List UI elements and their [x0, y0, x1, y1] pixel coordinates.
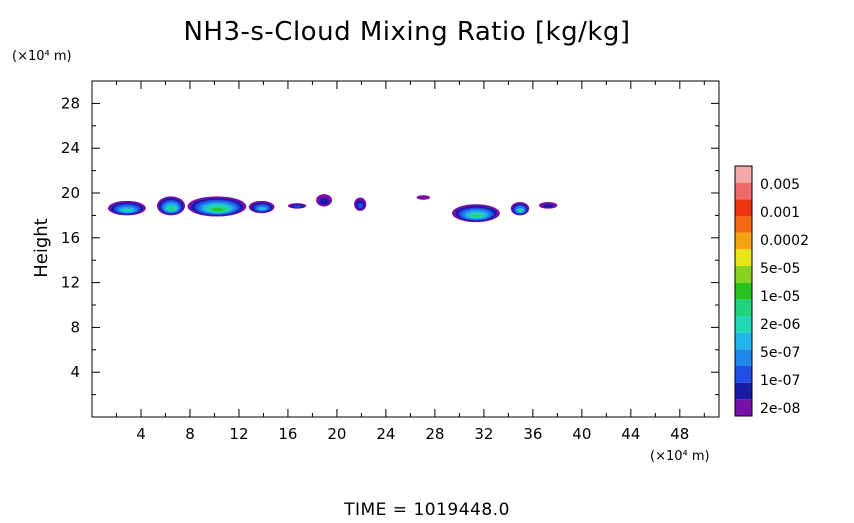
y-tick-label: 12 [61, 274, 80, 292]
cloud-blob [107, 200, 146, 216]
y-axis: 4 8 12 16 20 24 28 [61, 94, 719, 396]
cloud-blob [510, 201, 530, 216]
chart-title: NH3-s-Cloud Mixing Ratio [kg/kg] [183, 17, 630, 47]
colorbar-swatch [735, 166, 752, 183]
x-tick-label: 36 [523, 425, 542, 443]
cloud-blob [248, 200, 275, 214]
plot-frame [91, 80, 720, 418]
y-axis-unit: (×10⁴ m) [12, 49, 72, 64]
colorbar-swatch [735, 332, 752, 350]
cloud-blob [452, 204, 500, 223]
colorbar-swatch [735, 399, 752, 416]
y-tick-label: 16 [61, 229, 80, 247]
y-tick-label: 28 [61, 94, 80, 112]
cloud-level-0 [416, 195, 430, 200]
x-tick-label: 40 [572, 425, 591, 443]
x-tick-label: 28 [425, 425, 444, 443]
colorbar-frame [734, 165, 753, 417]
y-tick-label: 20 [61, 184, 80, 202]
cloud-blob [156, 196, 186, 216]
x-tick-label: 8 [185, 425, 195, 443]
cloud-level-1 [542, 204, 555, 208]
x-tick-label: 24 [376, 425, 395, 443]
x-tick-label: 32 [474, 425, 493, 443]
cloud-level-6 [168, 207, 175, 211]
colorbar-label: 2e-08 [760, 401, 800, 417]
colorbar-swatch [735, 182, 752, 200]
cloud-blob [187, 196, 247, 217]
cloud-blob [316, 194, 333, 207]
x-tick-label: 16 [278, 425, 297, 443]
colorbar-swatch [735, 216, 752, 233]
cloud-level-5 [518, 209, 523, 212]
cloud-level-6 [471, 214, 482, 218]
cloud-blob [538, 201, 558, 209]
colorbar-swatch [735, 199, 752, 216]
cloud-blob [416, 195, 430, 200]
colorbar-label: 1e-07 [760, 373, 800, 389]
colorbar-label: 0.005 [760, 177, 800, 193]
colorbar-label: 5e-05 [760, 261, 800, 277]
colorbar-swatch [735, 232, 752, 250]
cloud-level-1 [319, 197, 330, 205]
colorbar-label: 0.001 [760, 205, 800, 221]
cloud-field [107, 194, 558, 223]
cloud-level-5 [123, 208, 133, 212]
colorbar-swatch [735, 282, 752, 300]
cloud-level-2 [293, 205, 302, 208]
colorbar-swatch [735, 249, 752, 266]
colorbar-swatch [735, 366, 752, 383]
colorbar-label: 0.0002 [760, 233, 809, 249]
x-tick-label: 12 [229, 425, 248, 443]
x-tick-label: 44 [621, 425, 640, 443]
colorbar-swatch [735, 316, 752, 333]
x-tick-label: 4 [136, 425, 146, 443]
colorbar: 2e-08 1e-07 5e-07 2e-06 1e-05 5e-05 0.0002 0.00… [734, 165, 809, 417]
x-tick-label: 48 [670, 425, 689, 443]
colorbar-swatch [735, 299, 752, 316]
cloud-level-2 [357, 203, 364, 209]
colorbar-label: 5e-07 [760, 345, 800, 361]
y-tick-label: 4 [70, 363, 80, 381]
colorbar-swatch [735, 349, 752, 366]
cloud-blob [287, 203, 307, 209]
colorbar-swatch [735, 266, 752, 283]
colorbar-label: 2e-06 [760, 317, 800, 333]
cloud-blob [354, 197, 367, 211]
y-tick-label: 8 [70, 318, 80, 336]
y-axis-label: Height [31, 218, 52, 278]
x-axis-unit: (×10⁴ m) [650, 449, 710, 464]
colorbar-swatch [735, 382, 752, 400]
y-tick-label: 24 [61, 139, 80, 157]
cloud-level-7 [212, 208, 224, 212]
x-tick-label: 20 [327, 425, 346, 443]
time-label: TIME = 1019448.0 [343, 500, 510, 519]
colorbar-label: 1e-05 [760, 289, 800, 305]
cloud-level-4 [258, 207, 266, 211]
x-axis: 4 8 12 16 20 24 28 32 36 40 44 48 [115, 81, 705, 443]
